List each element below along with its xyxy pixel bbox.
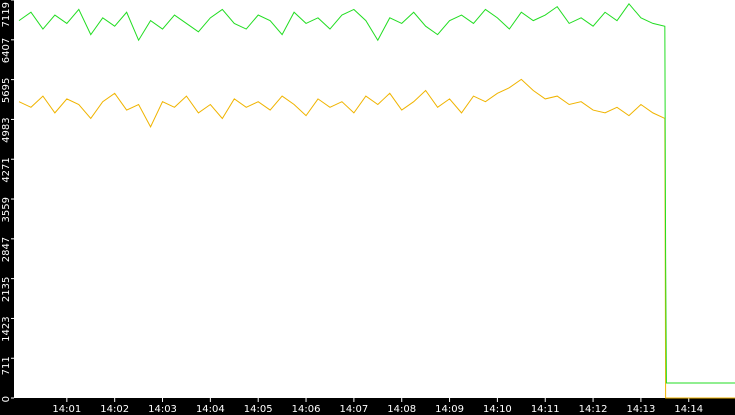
y-tick-label: 711 — [1, 356, 12, 375]
x-tick-label: 14:01 — [52, 404, 81, 415]
x-tick-label: 14:14 — [674, 404, 703, 415]
x-tick-label: 14:03 — [148, 404, 177, 415]
x-tick-label: 14:09 — [435, 404, 464, 415]
x-tick-label: 14:13 — [627, 404, 656, 415]
y-tick-label: 5695 — [1, 78, 12, 103]
x-tick-label: 14:02 — [100, 404, 129, 415]
x-tick-label: 14:06 — [292, 404, 321, 415]
x-tick-label: 14:08 — [387, 404, 416, 415]
y-axis-band — [0, 0, 14, 415]
y-tick-label: 2135 — [1, 277, 12, 302]
series-line — [18, 3, 735, 384]
x-axis-band — [0, 398, 735, 415]
x-tick-label: 14:11 — [531, 404, 560, 415]
y-tick-label: 6407 — [1, 38, 12, 63]
x-tick-label: 14:07 — [339, 404, 368, 415]
y-tick-label: 4983 — [1, 117, 12, 142]
series-line — [18, 78, 735, 399]
x-tick-label: 14:04 — [196, 404, 225, 415]
y-tick-label: 7119 — [1, 2, 12, 27]
x-tick-label: 14:10 — [483, 404, 512, 415]
y-tick-label: 3559 — [1, 197, 12, 222]
y-tick-label: 0 — [1, 396, 12, 402]
x-tick-label: 14:12 — [579, 404, 608, 415]
x-tick-label: 14:05 — [244, 404, 273, 415]
y-tick-label: 1423 — [1, 316, 12, 341]
y-tick-label: 4271 — [1, 157, 12, 182]
y-tick-label: 2847 — [1, 237, 12, 262]
